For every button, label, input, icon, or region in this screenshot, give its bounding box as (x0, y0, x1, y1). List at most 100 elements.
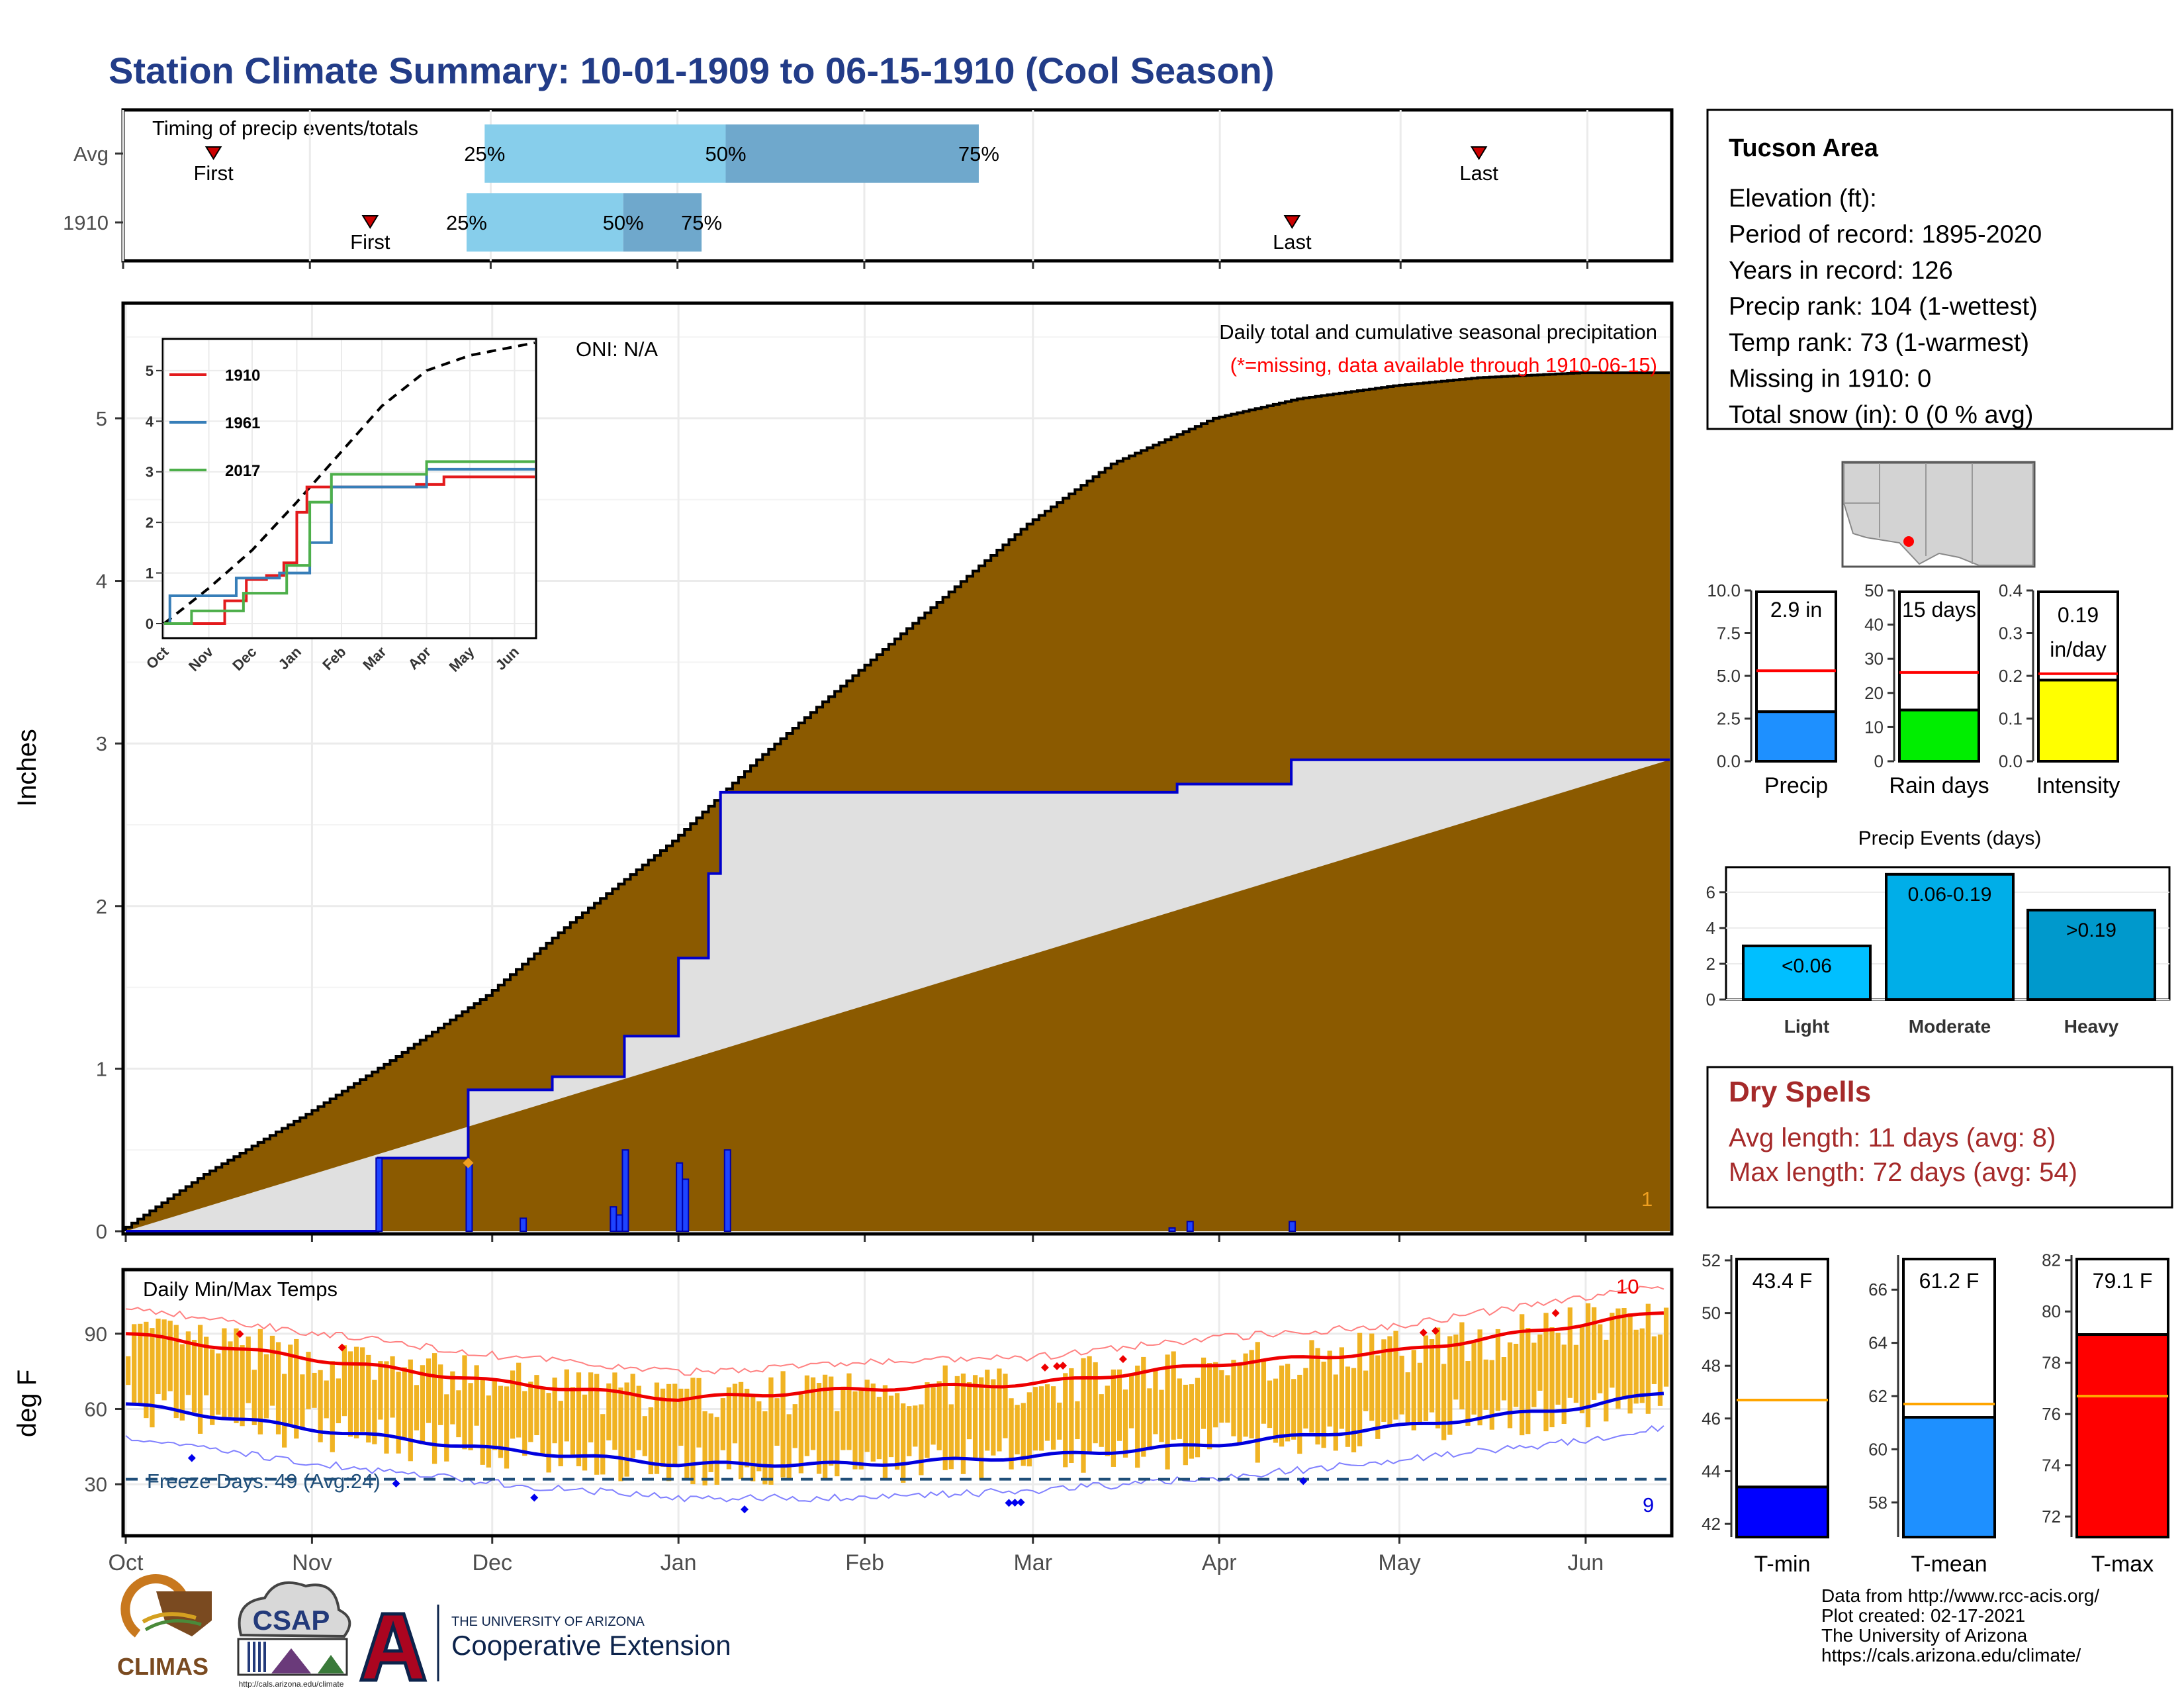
daily-temp-bar (126, 1356, 131, 1385)
daily-temp-bar (726, 1387, 732, 1470)
daily-temp-bar (414, 1385, 419, 1430)
daily-temp-bar (1429, 1339, 1435, 1413)
daily-temp-bar (1465, 1361, 1471, 1426)
daily-temp-bar (546, 1393, 551, 1473)
tgauge-tick-label: 62 (1868, 1386, 1888, 1406)
record-high-marker (1419, 1329, 1428, 1337)
daily-temp-bar (846, 1373, 852, 1450)
daily-temp-bar (1147, 1388, 1152, 1450)
daily-temp-bar (1032, 1387, 1038, 1451)
daily-temp-bar (792, 1404, 797, 1448)
daily-temp-bar (1111, 1369, 1116, 1467)
daily-temp-bar (624, 1382, 629, 1477)
daily-temp-bar (1573, 1344, 1579, 1403)
gauge-tick-label: 0.3 (1999, 624, 2023, 643)
daily-temp-bar (618, 1387, 623, 1481)
timing-p25-label: 25% (446, 211, 487, 234)
daily-temp-bar (522, 1391, 527, 1456)
daily-temp-bar (630, 1374, 635, 1458)
daily-temp-bar (1604, 1339, 1609, 1422)
precip-frame (121, 301, 1674, 1236)
timing-p75-label: 75% (681, 211, 722, 234)
daily-temp-bar (1050, 1386, 1056, 1450)
daily-temp-bar (1520, 1314, 1525, 1436)
daily-temp-bar (1201, 1357, 1206, 1429)
inset-series-2017 (164, 460, 535, 625)
daily-temp-bar (901, 1403, 906, 1483)
daily-temp-bar (1021, 1403, 1026, 1466)
gauge-tick-label: 40 (1864, 615, 1884, 635)
daily-temp-bar (234, 1328, 239, 1423)
daily-temp-bar (1441, 1364, 1447, 1440)
daily-temp-bar (1177, 1378, 1182, 1439)
station-name: Tucson Area (1729, 134, 1879, 162)
temp-panel: 30 60 90 Oct Nov Dec Jan Feb Mar Apr May Jun Daily … (13, 1268, 1674, 1575)
timing-last-label: Last (1273, 230, 1312, 254)
station-info-line: Years in record: 126 (1729, 257, 1953, 285)
daily-temp-bar (1261, 1358, 1266, 1424)
daily-temp-bar (606, 1383, 612, 1440)
temp-ytick-label: 30 (85, 1473, 107, 1496)
timing-bar-50-75 (725, 124, 979, 183)
climas-logo: CLIMAS (117, 1574, 212, 1680)
daily-temp-bar (197, 1325, 203, 1434)
daily-temp-bar (420, 1365, 426, 1444)
daily-temp-bar (330, 1361, 335, 1452)
tgauge-tick-label: 42 (1702, 1514, 1721, 1534)
timing-first-marker (205, 146, 222, 160)
gauge-tick-label: 20 (1864, 683, 1884, 703)
daily-temp-bar (745, 1388, 750, 1468)
gauge-value-label: 2.9 in (1770, 598, 1822, 622)
month-label: Feb (845, 1550, 884, 1575)
gauge-value-bar (2037, 679, 2119, 763)
daily-temp-bar (829, 1376, 834, 1466)
events-bar-label: <0.06 (1782, 955, 1832, 977)
daily-temp-bar (1063, 1373, 1068, 1468)
daily-temp-bar (594, 1374, 600, 1475)
daily-temp-bar (841, 1386, 846, 1450)
daily-temp-bar (985, 1370, 990, 1451)
daily-temp-bar (1435, 1327, 1441, 1429)
gauge-frame (1898, 590, 1980, 712)
daily-temp-bar (804, 1375, 810, 1456)
daily-temp-bar (1195, 1378, 1201, 1458)
daily-temp-bar (1489, 1360, 1494, 1430)
month-label: May (1378, 1550, 1420, 1575)
daily-temp-bar (366, 1354, 371, 1443)
daily-temp-bar (1369, 1333, 1375, 1421)
record-high-marker (236, 1330, 244, 1338)
daily-temp-bar (1321, 1361, 1326, 1448)
timing-bar-25-50 (484, 124, 726, 183)
timing-first-label: First (350, 230, 390, 254)
record-high-marker (1053, 1362, 1062, 1370)
record-low-marker (741, 1505, 749, 1514)
daily-precip-bar (375, 1157, 383, 1232)
daily-temp-bar (1279, 1365, 1285, 1447)
timing-p50-label: 50% (705, 142, 746, 165)
daily-temp-bar (516, 1362, 522, 1438)
daily-temp-bar (426, 1358, 432, 1423)
tgauge-tick-label: 72 (2042, 1507, 2061, 1526)
daily-temp-bar (1639, 1328, 1645, 1403)
gauge-tick-label: 50 (1864, 581, 1884, 600)
precip-panel: 0 1 2 3 4 5 ONI: N/A Daily total and cumulati… (13, 301, 1674, 1243)
daily-temp-bar (1459, 1322, 1465, 1410)
month-label: Oct (109, 1550, 144, 1575)
daily-temp-bar (1297, 1374, 1302, 1454)
daily-temp-bar (324, 1380, 329, 1419)
record-low-marker (1005, 1499, 1013, 1507)
daily-temp-bar (1339, 1347, 1344, 1429)
daily-temp-bar (882, 1385, 888, 1479)
tgauge-tick-label: 80 (2042, 1301, 2061, 1321)
record-high-marker (1059, 1361, 1068, 1370)
tgauge-frame (1902, 1258, 1996, 1419)
timing-bar-25-50 (466, 193, 623, 252)
timing-bar-50-75 (623, 193, 702, 252)
record-low-marker (392, 1479, 400, 1488)
daily-temp-bar (888, 1395, 894, 1458)
daily-temp-bar (185, 1331, 191, 1395)
daily-temp-bar (1627, 1313, 1633, 1414)
daily-temp-bar (384, 1361, 389, 1454)
daily-temp-bar (582, 1394, 588, 1471)
